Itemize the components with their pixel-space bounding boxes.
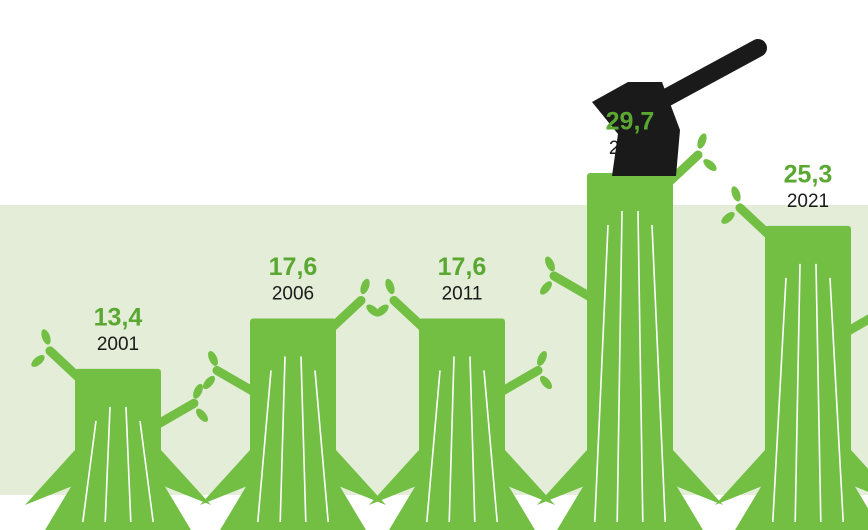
value-label: 13,4 [94, 304, 143, 332]
x-tick-label: 2001 [97, 334, 139, 355]
leaf [193, 383, 203, 399]
stump [75, 368, 161, 530]
stump [250, 318, 336, 530]
branch [549, 271, 597, 303]
grain [829, 277, 844, 523]
x-tick-label: 2011 [442, 283, 483, 304]
grain [469, 356, 476, 523]
leaf [196, 408, 208, 422]
leaf [537, 351, 547, 366]
leaf [545, 256, 555, 272]
grain [257, 370, 272, 523]
leaf [697, 133, 707, 149]
root [851, 450, 868, 492]
grain [637, 210, 644, 523]
root [715, 450, 765, 505]
grain [594, 224, 609, 523]
grain [314, 370, 329, 523]
leaf [731, 186, 741, 202]
stump [765, 225, 851, 530]
grain [279, 356, 286, 523]
leaf [360, 278, 370, 295]
root [25, 450, 75, 505]
grain [82, 420, 97, 523]
grain [815, 263, 822, 523]
leaf [703, 159, 717, 171]
axe [592, 39, 767, 176]
grain [300, 356, 307, 523]
value-label: 17,6 [269, 253, 318, 281]
branch [495, 365, 543, 397]
leaf [540, 375, 552, 390]
root [200, 450, 250, 505]
grain [794, 263, 801, 523]
grain [426, 370, 441, 523]
branch [151, 398, 199, 430]
grain [139, 420, 154, 523]
grain [483, 370, 498, 523]
leaf [721, 211, 735, 224]
branch [841, 314, 868, 337]
grain [616, 210, 623, 523]
leaf [208, 351, 218, 366]
value-label: 17,6 [438, 253, 487, 281]
leaf [31, 354, 45, 367]
stumps [25, 133, 868, 530]
branch [212, 365, 260, 397]
value-label: 29,7 [606, 108, 655, 136]
root [673, 450, 723, 505]
root [505, 450, 555, 505]
x-tick-label: 2021 [787, 191, 829, 212]
leaf [203, 375, 215, 390]
root [369, 450, 419, 505]
root [161, 450, 211, 505]
leaf [41, 329, 51, 345]
grain [448, 356, 455, 523]
grain [772, 277, 787, 523]
grain [104, 406, 111, 523]
grain [651, 224, 666, 523]
leaf [540, 281, 552, 295]
root [336, 450, 386, 505]
root [537, 450, 587, 505]
grain [125, 406, 132, 523]
value-label: 25,3 [784, 160, 833, 188]
x-tick-label: 2016 [609, 138, 651, 159]
x-tick-label: 2006 [272, 283, 314, 304]
stump [419, 318, 505, 530]
leaf [385, 278, 395, 295]
leaf [375, 304, 389, 317]
stump [587, 173, 673, 530]
